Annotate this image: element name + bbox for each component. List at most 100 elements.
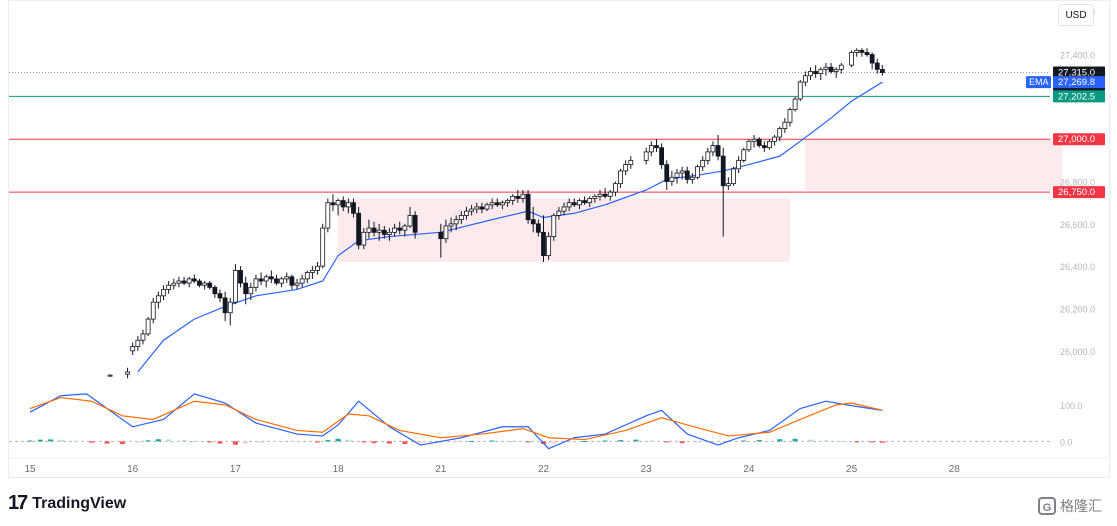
candle-body	[253, 278, 259, 288]
price-label-bg	[1053, 90, 1105, 103]
candle-body	[510, 195, 516, 201]
signal-line	[29, 396, 883, 441]
candle	[772, 134, 777, 146]
candle	[802, 71, 808, 87]
candle	[253, 274, 259, 292]
candle	[787, 107, 793, 127]
candle-body	[592, 195, 598, 199]
candle	[725, 177, 731, 190]
candle-body	[874, 62, 880, 70]
x-tick-label: 28	[949, 464, 961, 475]
candle-body	[864, 52, 870, 55]
price-label-bg	[1053, 133, 1105, 146]
currency-button[interactable]: USD	[1058, 4, 1094, 26]
candle	[320, 223, 326, 269]
candle	[489, 198, 495, 210]
histogram-bar	[469, 440, 475, 442]
candle	[587, 196, 593, 207]
candle-body	[340, 200, 346, 208]
candle-body	[618, 170, 623, 185]
candle-body	[808, 71, 813, 77]
ema-tag-text: EMA	[1029, 77, 1049, 87]
candle-body	[325, 202, 331, 229]
candle-body	[828, 66, 834, 72]
histogram-bar	[279, 441, 285, 443]
candle	[782, 118, 788, 133]
x-tick-label: 16	[127, 464, 139, 475]
candle-body	[792, 98, 798, 110]
candle	[315, 261, 320, 275]
candle	[690, 173, 695, 184]
tradingview-logo[interactable]: 17 TradingView	[8, 492, 126, 515]
candle	[500, 200, 505, 210]
candle-body	[648, 145, 654, 153]
candle-body	[787, 109, 793, 123]
candle	[356, 206, 362, 250]
histogram-bar	[135, 441, 141, 443]
candle-body	[869, 54, 875, 64]
candle	[371, 221, 377, 237]
candle	[145, 316, 151, 337]
candle	[654, 139, 659, 152]
candle-body	[407, 214, 413, 227]
candle	[161, 285, 166, 301]
candle-body	[438, 231, 444, 240]
candle-body	[356, 212, 362, 246]
candle-body	[741, 149, 747, 161]
candle-body	[679, 170, 685, 174]
candle-body	[597, 193, 603, 197]
candle	[474, 202, 480, 214]
histogram-bar	[808, 439, 814, 442]
candle-body	[782, 121, 788, 130]
candle-body	[212, 286, 218, 295]
candle-body	[546, 236, 552, 257]
histogram-bar	[73, 440, 79, 442]
candle-body	[520, 193, 526, 199]
gelonghui-icon: G	[1038, 497, 1056, 515]
candle-body	[628, 159, 634, 166]
candle	[520, 190, 526, 203]
candle	[479, 202, 485, 214]
candle-body	[412, 214, 418, 233]
histogram-bar	[325, 440, 331, 442]
candle	[880, 65, 885, 76]
candle	[263, 274, 269, 288]
price-label-red: 26,750.0	[1053, 186, 1105, 199]
candle	[125, 367, 130, 379]
candle	[597, 190, 603, 201]
candle-body	[525, 193, 531, 221]
candle	[191, 274, 197, 284]
histogram-bar	[37, 439, 43, 442]
candle	[227, 297, 233, 326]
x-tick-label: 21	[435, 464, 447, 475]
candle	[705, 147, 711, 165]
candle-body	[320, 227, 326, 267]
candle-body	[232, 270, 238, 303]
histogram-bar	[207, 441, 213, 443]
watermark: G 格隆汇	[1038, 496, 1102, 516]
price-tick-label: 26,200.0	[1060, 305, 1095, 315]
histogram-bar	[191, 440, 197, 442]
candle-body	[761, 145, 767, 149]
candle	[874, 58, 880, 74]
candle	[330, 194, 336, 212]
candle-body	[330, 202, 336, 206]
candle-body	[690, 176, 695, 180]
candle	[197, 278, 202, 288]
candle	[756, 137, 762, 148]
candle-body	[556, 210, 562, 216]
candle	[448, 217, 454, 233]
candle-body	[541, 231, 546, 257]
candle-body	[464, 210, 469, 216]
candle-body	[823, 66, 829, 70]
histogram-bar	[258, 441, 264, 443]
histogram-bar	[89, 441, 95, 443]
x-tick-label: 17	[230, 464, 242, 475]
candle-body	[335, 200, 341, 206]
candle	[381, 225, 387, 239]
candle	[566, 198, 572, 212]
candle	[335, 198, 341, 216]
candle	[294, 278, 300, 290]
candle	[325, 198, 331, 233]
